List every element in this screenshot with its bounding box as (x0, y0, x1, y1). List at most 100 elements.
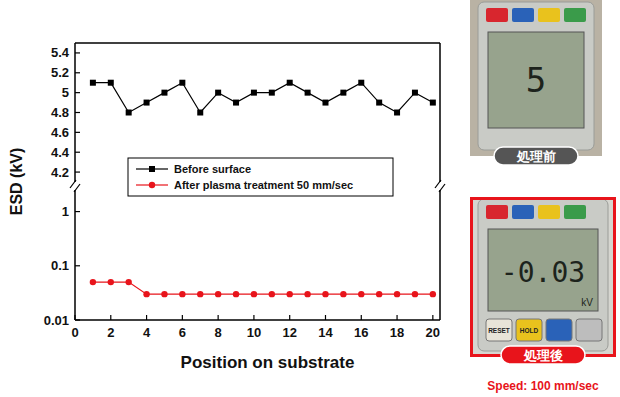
x-tick (110, 315, 111, 320)
meter-unit: kV (581, 297, 593, 308)
x-tick (253, 315, 254, 320)
meter-lcd (488, 32, 584, 128)
photo-label-pill (501, 346, 585, 364)
y-tick-label: 5 (62, 85, 69, 100)
meter-button (546, 319, 572, 341)
y-tick (75, 319, 80, 320)
data-point (143, 291, 149, 297)
data-point (412, 90, 418, 96)
data-point (144, 100, 150, 106)
data-point (358, 80, 364, 86)
y-tick (75, 72, 80, 73)
data-point (215, 90, 221, 96)
data-point (394, 291, 400, 297)
series-line (93, 282, 433, 294)
x-tick-label: 14 (318, 325, 333, 340)
x-tick-label: 8 (215, 325, 222, 340)
meter-button-label: HOLD (520, 327, 539, 334)
y-tick (75, 112, 80, 113)
data-point (161, 291, 167, 297)
y-tick (75, 52, 80, 53)
data-point (340, 291, 346, 297)
legend-box (128, 158, 393, 196)
photo-label: 処理前 (516, 149, 556, 164)
data-point (90, 80, 96, 86)
data-point (394, 110, 400, 116)
meter-button (576, 319, 602, 341)
x-tick-label: 4 (143, 325, 151, 340)
y-tick (75, 265, 80, 266)
series-line (93, 83, 433, 113)
photo-background (470, 0, 602, 156)
meter-key (512, 8, 534, 22)
meter-key (564, 205, 586, 219)
data-point (197, 110, 203, 116)
data-point (233, 100, 239, 106)
data-point (251, 291, 257, 297)
data-point (126, 110, 132, 116)
meter-button (486, 319, 512, 341)
data-point (161, 90, 167, 96)
y-axis (74, 190, 76, 320)
frame-right (439, 43, 441, 182)
data-point (197, 291, 203, 297)
meter-body (478, 2, 594, 150)
photo-background (470, 197, 616, 357)
photo: -0.03kVRESETHOLD処理後Speed: 100 mm/sec (470, 197, 616, 393)
x-tick (432, 315, 433, 320)
x-tick-label: 16 (354, 325, 368, 340)
data-point (108, 279, 114, 285)
x-tick (396, 315, 397, 320)
data-point (269, 90, 275, 96)
x-axis-label: Position on substrate (181, 353, 355, 372)
x-tick-label: 18 (390, 325, 404, 340)
data-point (322, 291, 328, 297)
y-tick-label: 4.2 (51, 165, 69, 180)
plot-area (90, 80, 436, 116)
meter-key (486, 205, 508, 219)
x-tick (218, 315, 219, 320)
data-point (215, 291, 221, 297)
x-tick-label: 12 (282, 325, 296, 340)
meter-button (516, 319, 542, 341)
frame-right (439, 190, 441, 320)
y-tick-label: 5.2 (51, 65, 69, 80)
legend-label: Before surface (174, 163, 251, 175)
photo-caption: Speed: 100 mm/sec (487, 379, 599, 393)
x-tick-label: 2 (107, 325, 114, 340)
frame-top (75, 42, 440, 44)
photo: 5処理前 (470, 0, 602, 165)
y-tick (75, 152, 80, 153)
meter-lcd (488, 229, 598, 311)
data-point (90, 279, 96, 285)
legend-marker (149, 166, 155, 172)
meter-body (478, 199, 608, 351)
y-tick-label: 0.1 (51, 258, 69, 273)
data-point (108, 80, 114, 86)
photo-border (472, 199, 615, 356)
axis-break (70, 180, 76, 188)
data-point (430, 291, 436, 297)
data-point (412, 291, 418, 297)
y-tick-label: 4.8 (51, 105, 69, 120)
data-point (233, 291, 239, 297)
data-point (269, 291, 275, 297)
meter-key (512, 205, 534, 219)
photo-label-pill (494, 147, 578, 165)
meter-key (538, 8, 560, 22)
x-tick (325, 315, 326, 320)
x-tick-label: 6 (179, 325, 186, 340)
y-tick (75, 92, 80, 93)
meter-key (564, 8, 586, 22)
data-point (287, 291, 293, 297)
legend-marker (149, 182, 155, 188)
x-tick (146, 315, 147, 320)
y-axis-label: ESD (kV) (8, 148, 25, 216)
meter-key (486, 8, 508, 22)
axis-break (435, 180, 441, 188)
meter-reading: -0.03 (501, 256, 585, 289)
x-tick (182, 315, 183, 320)
data-point (125, 279, 131, 285)
meter-button-label: RESET (488, 327, 510, 334)
data-point (340, 90, 346, 96)
